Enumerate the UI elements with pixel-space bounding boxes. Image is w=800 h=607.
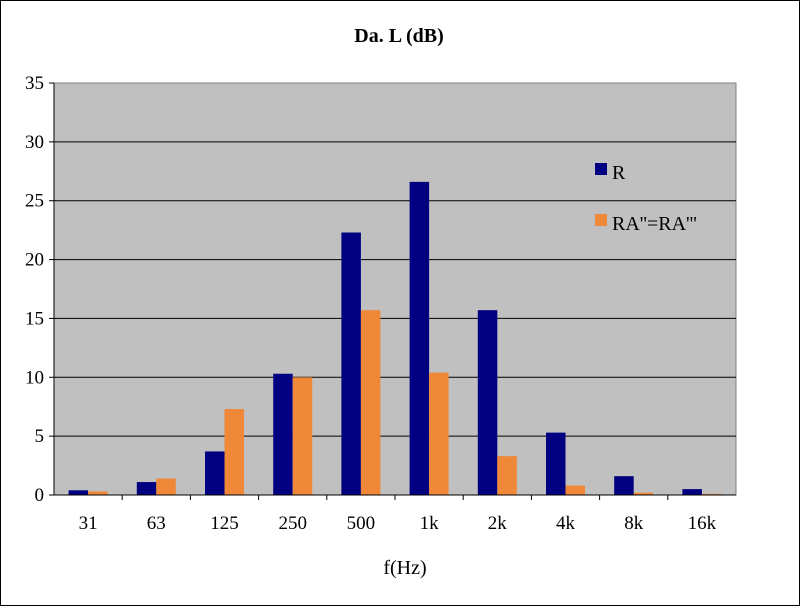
bar-r-500 — [341, 232, 361, 496]
bar-r-16k — [682, 489, 702, 495]
plot-area — [53, 82, 737, 496]
bar-ra-250 — [292, 377, 313, 495]
bar-r-2k — [477, 310, 498, 495]
gridlines — [54, 141, 736, 437]
x-tick-label: 500 — [347, 513, 376, 534]
bar-r-63 — [136, 482, 157, 495]
x-tick-label: 125 — [210, 513, 239, 534]
bar-r-8k — [614, 476, 634, 495]
chart-title: Da. L (dB) — [354, 25, 443, 47]
bars — [68, 181, 722, 496]
x-tick-label: 63 — [147, 513, 166, 534]
x-tick-label: 2k — [488, 513, 508, 534]
x-tick-label: 4k — [556, 513, 576, 534]
bar-r-250 — [273, 373, 293, 495]
y-tick-label: 25 — [25, 191, 44, 212]
bar-r-125 — [205, 451, 225, 495]
bar-ra-31 — [88, 491, 108, 495]
x-tick-label: 1k — [420, 513, 440, 534]
y-tick-label: 0 — [35, 485, 45, 506]
y-tick-label: 15 — [25, 308, 44, 329]
bar-ra-8k — [633, 492, 654, 495]
y-tick-label: 10 — [25, 367, 44, 388]
y-tick-label: 30 — [25, 132, 44, 153]
bar-ra-4k — [565, 485, 585, 495]
bar-ra-1k — [429, 372, 449, 495]
x-axis-label: f(Hz) — [383, 557, 426, 579]
legend: R RA''=RA''' — [595, 162, 697, 235]
bar-ra-500 — [360, 310, 381, 495]
bar-r-4k — [546, 432, 566, 495]
axes: 0 5 10 15 20 25 30 35 31 63 125 250 500 1k 2k 4k 8k 16k — [25, 73, 736, 534]
legend-swatch — [595, 163, 607, 175]
x-tick-label: 31 — [79, 513, 98, 534]
bar-ra-125 — [224, 409, 244, 495]
bar-ra-63 — [156, 478, 176, 495]
legend-label: R — [612, 162, 626, 184]
legend-label: RA''=RA''' — [612, 213, 697, 235]
legend-swatch — [595, 214, 607, 226]
bar-r-31 — [68, 490, 89, 495]
y-tick-label: 20 — [25, 250, 44, 271]
x-tick-label: 8k — [624, 513, 644, 534]
bar-ra-16k — [701, 493, 722, 495]
x-tick-label: 250 — [278, 513, 307, 534]
y-tick-label: 35 — [25, 73, 44, 94]
bar-ra-2k — [497, 456, 517, 495]
x-tick-label: 16k — [688, 513, 717, 534]
bar-r-1k — [409, 181, 430, 495]
y-tick-label: 5 — [35, 426, 45, 447]
